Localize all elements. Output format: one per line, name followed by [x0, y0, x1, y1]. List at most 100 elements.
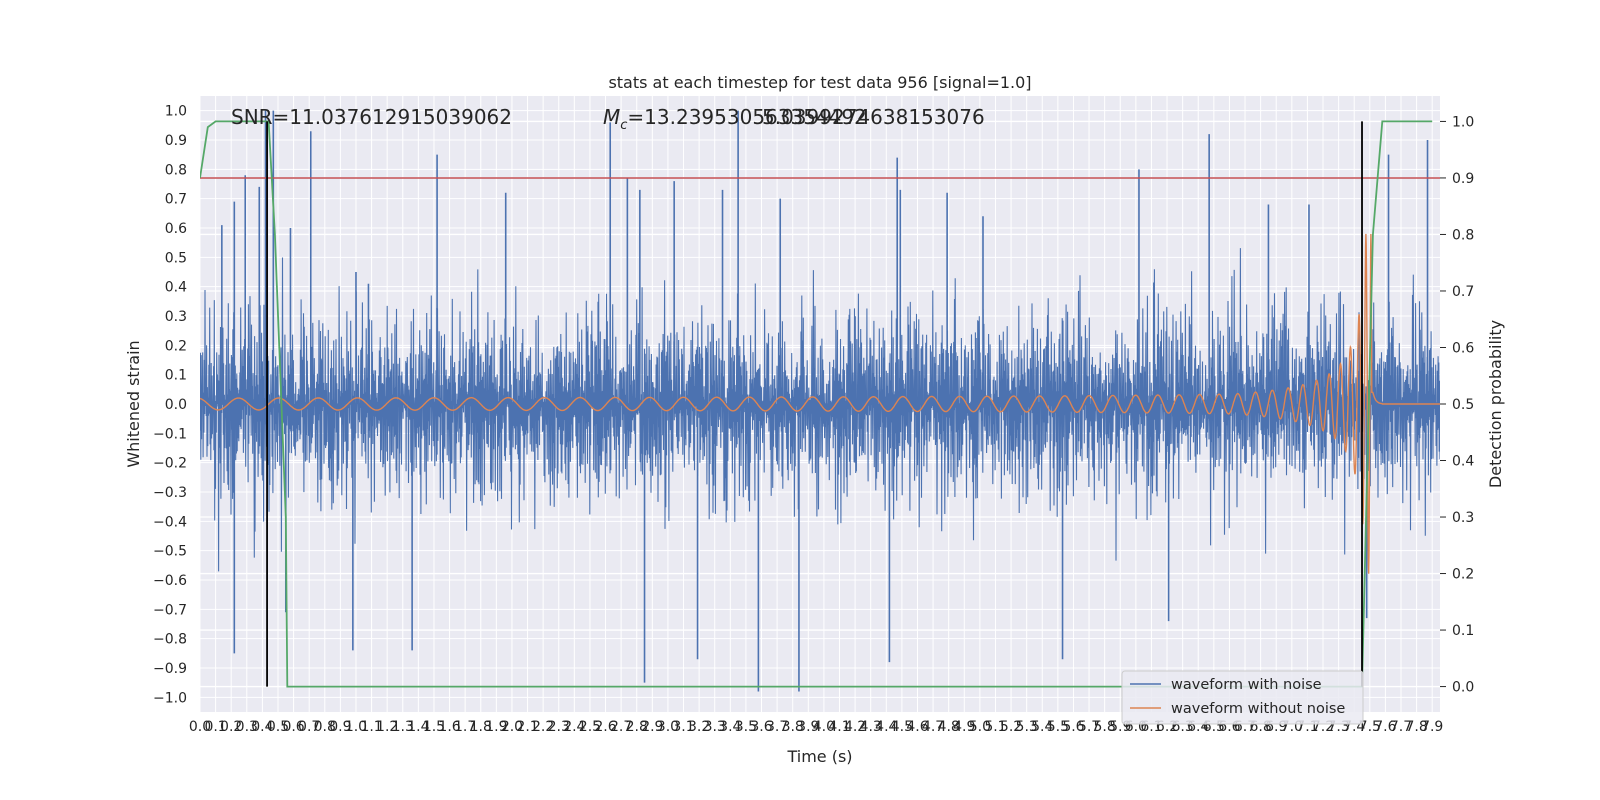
x-tick-label: 3.4: [719, 719, 741, 735]
mc-overlap-annotation: 5.0399274638153076: [762, 105, 985, 129]
x-tick-label: 2.9: [641, 719, 663, 735]
x-tick-label: 1.4: [407, 719, 429, 735]
x-tick-label: 4.8: [938, 719, 960, 735]
y-tick-label: 0.3: [165, 309, 187, 325]
y-tick-label: −0.6: [153, 573, 187, 589]
x-tick-label: 4.9: [953, 719, 975, 735]
x-tick-label: 1.0: [345, 719, 367, 735]
x-tick-label: 5.0: [969, 719, 991, 735]
x-tick-label: 7.9: [1421, 719, 1443, 735]
x-tick-label: 4.4: [875, 719, 897, 735]
x-tick-label: 4.6: [906, 719, 928, 735]
x-tick-label: 4.1: [828, 719, 850, 735]
mc-symbol: M: [603, 105, 620, 129]
x-tick-label: 4.3: [860, 719, 882, 735]
x-tick-label: 3.7: [766, 719, 788, 735]
x-tick-label: 0.3: [236, 719, 258, 735]
x-tick-label: 3.5: [735, 719, 757, 735]
y-tick-label: −1.0: [153, 690, 187, 706]
x-tick-label: 2.1: [516, 719, 538, 735]
x-tick-label: 1.8: [470, 719, 492, 735]
y-tick-label: −0.7: [153, 602, 187, 618]
x-tick-label: 3.6: [750, 719, 772, 735]
y-tick-labels: −1.0 −0.9 −0.8 −0.7 −0.6 −0.5 −0.4 −0.3 −0.2 −0.1…: [153, 104, 187, 707]
y-tick-label: 0.8: [165, 162, 187, 178]
x-tick-label: 5.6: [1062, 719, 1084, 735]
x-tick-label: 2.5: [579, 719, 601, 735]
x-tick-label: 2.3: [548, 719, 570, 735]
x-tick-label: 4.0: [813, 719, 835, 735]
x-tick-label: 5.8: [1094, 719, 1116, 735]
clean-waveform-line: [200, 233, 1440, 574]
x-tick-label: 1.5: [423, 719, 445, 735]
y-tick-label: −0.2: [153, 456, 187, 472]
y-tick-label: 0.9: [165, 133, 187, 149]
x-tick-label: 0.4: [251, 719, 273, 735]
y-tick-label: −0.4: [153, 514, 187, 530]
y-tick-label: −0.9: [153, 661, 187, 677]
x-tick-label: 3.1: [672, 719, 694, 735]
x-tick-label: 1.3: [392, 719, 414, 735]
x-tick-label: 5.2: [1000, 719, 1022, 735]
y-tick-label: −0.1: [153, 426, 187, 442]
mc-value: =13.239530563354492: [627, 105, 866, 129]
x-tick-label: 7.7: [1390, 719, 1412, 735]
y2-tick-label: 1.0: [1452, 114, 1474, 130]
x-tick-label: 7.6: [1374, 719, 1396, 735]
y2-tick-label: 0.0: [1452, 680, 1474, 696]
mc-subscript: c: [620, 118, 627, 133]
y-tick-label: 0.2: [165, 338, 187, 354]
x-tick-label: 5.5: [1047, 719, 1069, 735]
y2-tick-label: 0.9: [1452, 171, 1474, 187]
x-tick-label: 0.0: [189, 719, 211, 735]
x-tick-label: 3.2: [688, 719, 710, 735]
noise-waveform-line: [200, 248, 1440, 572]
x-tick-label: 5.1: [984, 719, 1006, 735]
y-tick-label: −0.5: [153, 544, 187, 560]
y-tick-label: 0.0: [165, 397, 187, 413]
x-tick-label: 2.6: [594, 719, 616, 735]
x-tick-label: 4.7: [922, 719, 944, 735]
legend: waveform with noise waveform without noi…: [1121, 670, 1364, 725]
legend-label-noise: waveform with noise: [1171, 677, 1322, 693]
x-tick-label: 4.2: [844, 719, 866, 735]
legend-label-clean: waveform without noise: [1171, 701, 1345, 717]
x-tick-label: 0.5: [267, 719, 289, 735]
y-tick-label: 0.1: [165, 368, 187, 384]
x-tick-label: 2.8: [626, 719, 648, 735]
x-tick-label: 3.8: [782, 719, 804, 735]
y2-axis-label: Detection probability: [1486, 320, 1505, 488]
x-tick-label: 5.7: [1078, 719, 1100, 735]
y2-tick-labels: 0.0 0.1 0.2 0.3 0.4 0.5 0.6 0.7 0.8 0.9 1.0: [1440, 114, 1474, 696]
x-tick-label: 1.2: [376, 719, 398, 735]
x-tick-label: 7.5: [1359, 719, 1381, 735]
x-tick-label: 2.0: [501, 719, 523, 735]
y-tick-label: 0.4: [165, 280, 187, 296]
y2-tick-label: 0.3: [1452, 510, 1474, 526]
x-tick-label: 5.3: [1016, 719, 1038, 735]
x-tick-label: 4.5: [891, 719, 913, 735]
y-tick-label: 0.5: [165, 250, 187, 266]
y2-tick-label: 0.2: [1452, 567, 1474, 583]
x-tick-label: 2.7: [610, 719, 632, 735]
x-tick-label: 1.9: [485, 719, 507, 735]
x-tick-label: 3.0: [657, 719, 679, 735]
y-tick-label: 1.0: [165, 104, 187, 120]
y2-tick-label: 0.1: [1452, 623, 1474, 639]
y-tick-label: −0.8: [153, 632, 187, 648]
x-tick-label: 5.4: [1031, 719, 1053, 735]
y-tick-label: 0.6: [165, 221, 187, 237]
x-tick-label: 0.8: [314, 719, 336, 735]
mc-annotation: Mc=13.239530563354492: [603, 105, 867, 133]
x-tick-labels: 0.00.10.20.30.40.50.60.70.80.91.01.11.21…: [189, 719, 1443, 735]
x-tick-label: 3.3: [704, 719, 726, 735]
x-tick-label: 3.9: [797, 719, 819, 735]
y2-tick-label: 0.6: [1452, 340, 1474, 356]
x-tick-label: 7.8: [1405, 719, 1427, 735]
snr-annotation: SNR=11.037612915039062: [231, 105, 512, 129]
y-tick-label: −0.3: [153, 485, 187, 501]
x-tick-label: 0.9: [329, 719, 351, 735]
chart-title: stats at each timestep for test data 956…: [608, 73, 1031, 92]
y2-tick-label: 0.5: [1452, 397, 1474, 413]
